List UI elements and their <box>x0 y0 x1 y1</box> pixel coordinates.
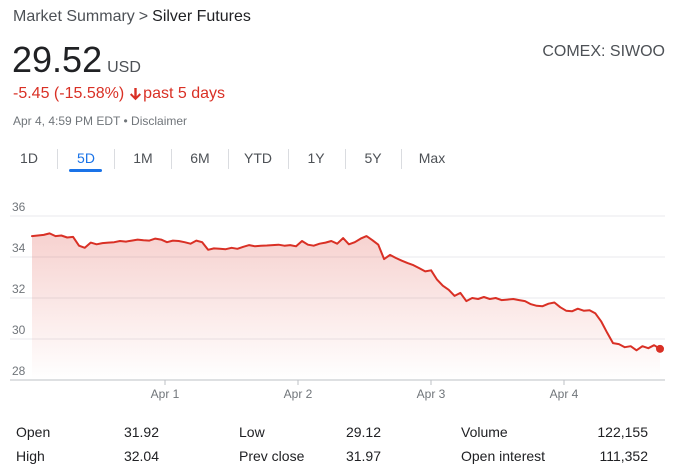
timestamp-disclaimer[interactable]: Apr 4, 4:59 PM EDT • Disclaimer <box>13 114 188 128</box>
change-value: -5.45 (-15.58%) <box>13 85 125 102</box>
stat-high-label: High <box>16 448 45 464</box>
tab-max[interactable]: Max <box>418 150 446 166</box>
arrow-down-icon <box>130 87 142 100</box>
y-tick-label: 28 <box>12 364 26 378</box>
tab-ytd[interactable]: YTD <box>244 150 272 166</box>
tab-divider <box>401 149 402 169</box>
stat-prev-close-label: Prev close <box>239 448 305 464</box>
tab-5d[interactable]: 5D <box>77 150 95 166</box>
stats-table: Open 31.92 High 32.04 Low 29.12 Prev clo… <box>0 420 679 471</box>
y-tick-label: 36 <box>12 200 26 214</box>
price-block: 29.52 USD <box>12 39 141 81</box>
y-axis: 36 34 32 30 28 <box>12 200 26 378</box>
stat-open-label: Open <box>16 424 51 440</box>
tab-6m[interactable]: 6M <box>190 150 210 166</box>
price-change: -5.45 (-15.58%) past 5 days <box>13 85 225 103</box>
tab-divider <box>288 149 289 169</box>
tab-divider <box>171 149 172 169</box>
current-price: 29.52 <box>12 39 103 80</box>
y-tick-label: 30 <box>12 323 26 337</box>
tab-divider <box>228 149 229 169</box>
last-price-dot <box>656 344 664 353</box>
x-tick-label: Apr 2 <box>284 387 313 401</box>
stat-open-interest-label: Open interest <box>461 448 546 464</box>
exchange-ticker: COMEX: SIWOO <box>542 43 665 60</box>
tab-divider <box>57 149 58 169</box>
tab-1m[interactable]: 1M <box>133 150 153 166</box>
stat-open-interest-value: 111,352 <box>599 448 648 464</box>
active-tab-indicator <box>69 169 102 172</box>
x-tick-label: Apr 1 <box>151 387 180 401</box>
stat-volume-label: Volume <box>461 424 508 440</box>
stat-high-value: 32.04 <box>123 448 159 464</box>
stat-volume-value: 122,155 <box>597 424 648 440</box>
x-tick-label: Apr 3 <box>417 387 446 401</box>
y-tick-label: 34 <box>12 241 26 255</box>
stat-prev-close-value: 31.97 <box>345 448 381 464</box>
tab-5y[interactable]: 5Y <box>364 150 382 166</box>
breadcrumb-separator: > <box>138 8 149 25</box>
tab-1d[interactable]: 1D <box>20 150 38 166</box>
price-area-fill <box>32 233 660 380</box>
tab-divider <box>345 149 346 169</box>
stat-low-label: Low <box>239 424 265 440</box>
stat-open-value: 31.92 <box>123 424 159 440</box>
x-axis: Apr 1 Apr 2 Apr 3 Apr 4 <box>151 380 579 401</box>
price-line <box>31 232 661 352</box>
currency-label: USD <box>107 59 141 76</box>
tab-divider <box>114 149 115 169</box>
stat-low-value: 29.12 <box>345 424 381 440</box>
change-period: past 5 days <box>143 85 225 102</box>
x-tick-label: Apr 4 <box>550 387 579 401</box>
breadcrumb-current: Silver Futures <box>152 8 251 25</box>
breadcrumb-parent-link[interactable]: Market Summary <box>13 8 135 25</box>
tab-1y[interactable]: 1Y <box>307 150 325 166</box>
y-tick-label: 32 <box>12 282 26 296</box>
breadcrumb: Market Summary > Silver Futures <box>13 8 251 26</box>
price-chart[interactable]: 36 34 32 30 28 Apr 1 Apr 2 Apr 3 Apr 4 <box>0 196 679 406</box>
range-tabs: 1D 5D 1M 6M YTD 1Y 5Y Max <box>0 145 679 175</box>
